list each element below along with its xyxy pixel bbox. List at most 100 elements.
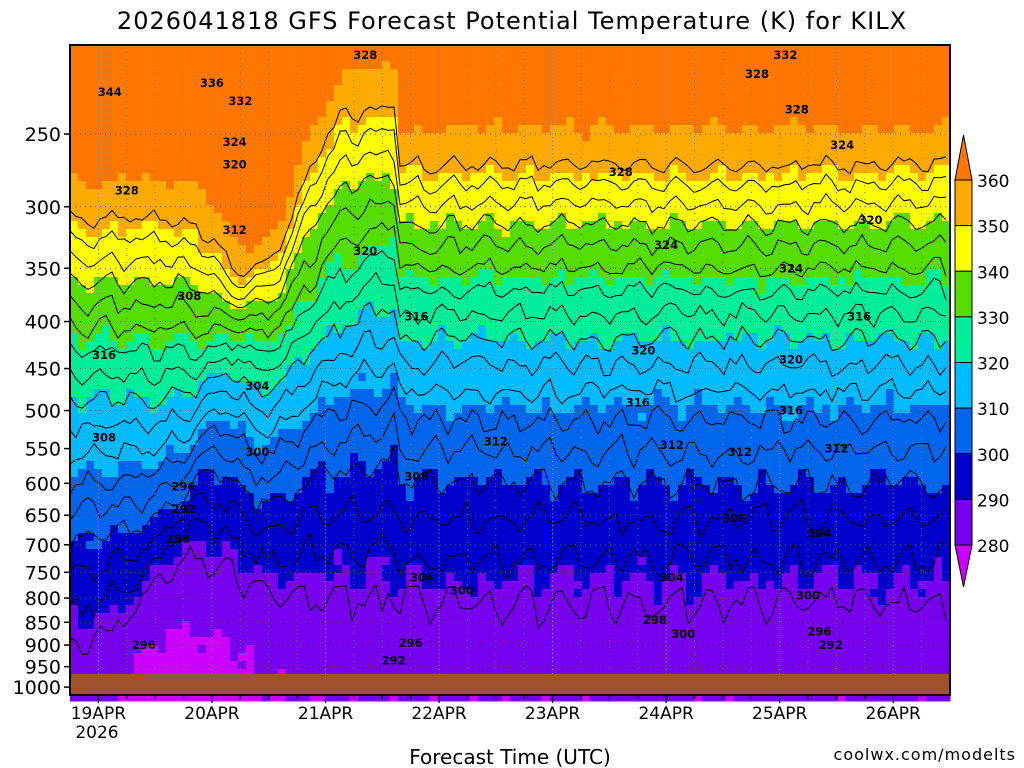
band-cell: [534, 141, 543, 150]
band-cell: [510, 397, 519, 406]
band-cell: [206, 445, 215, 454]
band-cell: [302, 429, 311, 438]
band-cell: [454, 53, 463, 62]
band-cell: [270, 653, 279, 662]
band-cell: [454, 141, 463, 150]
band-cell: [462, 645, 471, 654]
band-cell: [222, 341, 231, 350]
band-cell: [126, 469, 135, 478]
band-cell: [70, 333, 79, 342]
band-cell: [366, 357, 375, 366]
band-cell: [374, 541, 383, 550]
band-cell: [254, 637, 263, 646]
band-cell: [358, 669, 367, 678]
band-cell: [86, 133, 95, 142]
band-cell: [462, 613, 471, 622]
band-cell: [358, 413, 367, 422]
band-cell: [310, 469, 319, 478]
band-cell: [102, 53, 111, 62]
band-cell: [86, 173, 95, 182]
band-cell: [470, 85, 479, 94]
band-cell: [478, 229, 487, 238]
band-cell: [214, 589, 223, 598]
band-cell: [70, 149, 79, 158]
band-cell: [534, 309, 543, 318]
band-cell: [262, 597, 271, 606]
band-cell: [158, 181, 167, 190]
band-cell: [422, 117, 431, 126]
band-cell: [406, 373, 415, 382]
band-cell: [374, 293, 383, 302]
band-cell: [382, 221, 391, 230]
band-cell: [534, 357, 543, 366]
band-cell: [486, 669, 495, 678]
band-cell: [310, 261, 319, 270]
band-cell: [110, 269, 119, 278]
band-cell: [230, 309, 239, 318]
band-cell: [126, 221, 135, 230]
band-cell: [470, 269, 479, 278]
band-cell: [78, 133, 87, 142]
band-cell: [358, 93, 367, 102]
band-cell: [222, 133, 231, 142]
band-cell: [438, 197, 447, 206]
band-cell: [550, 357, 559, 366]
band-cell: [366, 661, 375, 670]
band-cell: [270, 45, 279, 54]
band-cell: [102, 101, 111, 110]
band-cell: [302, 621, 311, 630]
band-cell: [334, 125, 343, 134]
band-cell: [462, 589, 471, 598]
band-cell: [310, 189, 319, 198]
band-cell: [102, 645, 111, 654]
band-cell: [166, 453, 175, 462]
band-cell: [70, 629, 79, 638]
band-cell: [550, 613, 559, 622]
band-cell: [190, 213, 199, 222]
band-cell: [526, 597, 535, 606]
band-cell: [246, 157, 255, 166]
band-cell: [126, 669, 135, 678]
band-cell: [550, 221, 559, 230]
band-cell: [550, 557, 559, 566]
band-cell: [526, 501, 535, 510]
band-cell: [310, 397, 319, 406]
band-cell: [454, 485, 463, 494]
band-cell: [262, 117, 271, 126]
band-cell: [486, 53, 495, 62]
band-cell: [158, 341, 167, 350]
band-cell: [342, 573, 351, 582]
band-cell: [318, 109, 327, 118]
band-cell: [182, 261, 191, 270]
band-cell: [342, 669, 351, 678]
band-cell: [126, 293, 135, 302]
band-cell: [190, 613, 199, 622]
band-cell: [350, 245, 359, 254]
band-cell: [430, 213, 439, 222]
band-cell: [198, 205, 207, 214]
band-cell: [382, 149, 391, 158]
band-cell: [390, 69, 399, 78]
band-cell: [214, 181, 223, 190]
band-cell: [198, 477, 207, 486]
band-cell: [206, 165, 215, 174]
band-cell: [470, 621, 479, 630]
band-cell: [390, 557, 399, 566]
band-cell: [358, 637, 367, 646]
band-cell: [270, 637, 279, 646]
band-cell: [206, 333, 215, 342]
band-cell: [542, 621, 551, 630]
band-cell: [390, 133, 399, 142]
band-cell: [102, 621, 111, 630]
band-cell: [326, 565, 335, 574]
band-cell: [350, 389, 359, 398]
band-cell: [422, 621, 431, 630]
band-cell: [310, 237, 319, 246]
band-cell: [382, 565, 391, 574]
band-cell: [406, 445, 415, 454]
band-cell: [110, 117, 119, 126]
band-cell: [222, 661, 231, 670]
band-cell: [542, 405, 551, 414]
band-cell: [350, 317, 359, 326]
band-cell: [230, 397, 239, 406]
